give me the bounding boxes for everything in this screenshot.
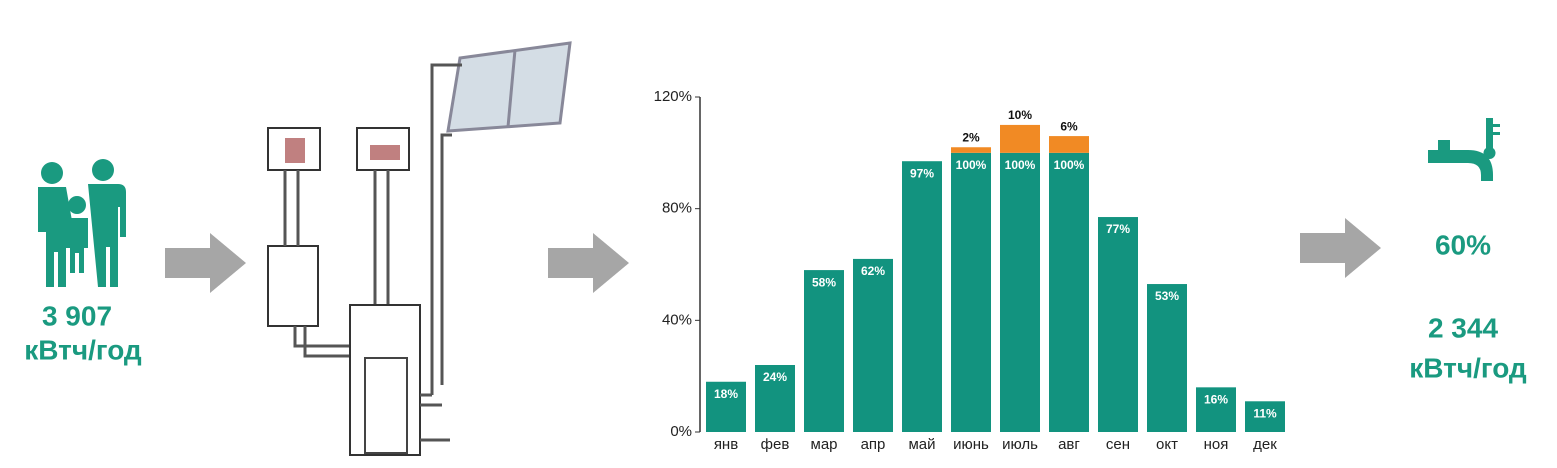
solar-share: 60% <box>1435 229 1491 260</box>
x-tick-label: ноя <box>1204 436 1229 453</box>
bar <box>1000 124 1040 153</box>
value-label: 62% <box>861 264 885 278</box>
system-illustration <box>267 41 572 456</box>
consumption-value: 3 907 <box>42 300 112 331</box>
value-label: 53% <box>1155 289 1179 303</box>
value-label: 18% <box>714 387 738 401</box>
bar <box>1098 217 1138 432</box>
value-label: 58% <box>812 275 836 289</box>
x-tick-label: май <box>908 436 935 453</box>
x-tick-label: сен <box>1106 436 1130 453</box>
bar <box>1147 284 1187 432</box>
bar <box>1000 152 1040 433</box>
value-label: 24% <box>763 370 787 384</box>
solar-unit: кВтч/год <box>1409 352 1527 383</box>
value-label: 6% <box>1060 119 1078 133</box>
bar <box>804 270 844 432</box>
x-tick-label: апр <box>861 436 886 453</box>
y-tick-label: 120% <box>654 88 692 105</box>
bar <box>1245 401 1285 432</box>
value-label: 10% <box>1008 108 1032 122</box>
family-icon <box>38 159 126 287</box>
bar <box>706 381 746 432</box>
value-label: 100% <box>1054 158 1085 172</box>
value-label: 100% <box>1005 158 1036 172</box>
x-tick-label: июль <box>1002 436 1038 453</box>
x-tick-label: окт <box>1156 436 1178 453</box>
value-label: 77% <box>1106 222 1130 236</box>
bar <box>853 258 893 432</box>
value-label: 16% <box>1204 393 1228 407</box>
solar-value: 2 344 <box>1428 312 1498 343</box>
value-label: 100% <box>956 158 987 172</box>
x-tick-label: мар <box>811 436 838 453</box>
bar <box>755 365 795 432</box>
y-tick-label: 0% <box>670 423 692 440</box>
x-tick-label: янв <box>714 436 738 453</box>
value-label: 2% <box>962 130 980 144</box>
x-tick-label: авг <box>1058 436 1080 453</box>
bar <box>951 147 991 153</box>
y-tick-label: 40% <box>662 311 692 328</box>
bar <box>1049 136 1089 153</box>
consumption-unit: кВтч/год <box>24 334 142 365</box>
x-tick-label: июнь <box>953 436 989 453</box>
y-tick-label: 80% <box>662 200 692 217</box>
value-label: 97% <box>910 166 934 180</box>
bar <box>951 152 991 433</box>
bar <box>1196 387 1236 432</box>
faucet-icon <box>1428 118 1500 181</box>
x-tick-label: фев <box>761 436 790 453</box>
x-tick-label: дек <box>1253 436 1277 453</box>
arrows <box>165 218 1381 293</box>
value-label: 11% <box>1253 406 1277 420</box>
bar <box>1049 152 1089 433</box>
bar <box>902 161 942 433</box>
chart: 0% 40% 80% 120% янв 18% фев 24% мар 58% апр 62% май 9… <box>654 88 1285 453</box>
